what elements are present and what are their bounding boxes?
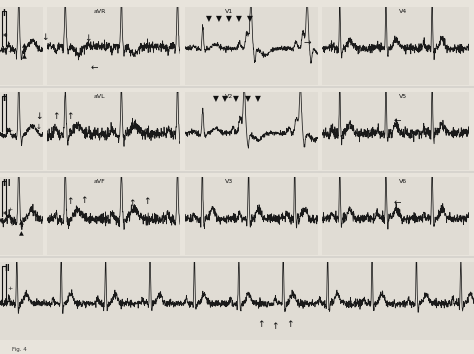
- Text: *: *: [2, 33, 7, 42]
- Text: II: II: [5, 264, 10, 273]
- Text: II: II: [2, 95, 8, 103]
- Text: ▼: ▼: [213, 94, 219, 103]
- Text: V4: V4: [399, 10, 407, 15]
- Text: ▲: ▲: [19, 221, 24, 225]
- Text: I: I: [2, 10, 5, 18]
- Text: ▼: ▼: [245, 94, 250, 103]
- Text: V5: V5: [399, 95, 407, 99]
- Text: ▼: ▼: [216, 14, 222, 23]
- Text: +: +: [7, 49, 12, 54]
- Text: V6: V6: [399, 179, 407, 184]
- Text: ▲: ▲: [19, 231, 24, 236]
- Text: ↓: ↓: [36, 125, 42, 130]
- Text: ↑: ↑: [81, 195, 88, 205]
- Text: ↓: ↓: [84, 34, 91, 44]
- Text: ↑: ↑: [143, 197, 151, 206]
- Text: ↓: ↓: [35, 112, 43, 121]
- Text: ↑: ↑: [52, 112, 60, 121]
- Text: aVL: aVL: [94, 95, 106, 99]
- Text: ▼: ▼: [255, 94, 261, 103]
- Text: ▼: ▼: [247, 14, 253, 23]
- Text: aVF: aVF: [94, 179, 106, 184]
- Text: ▼: ▼: [227, 14, 232, 23]
- Text: *: *: [2, 211, 7, 221]
- Text: ↑: ↑: [257, 320, 264, 330]
- Text: Fig. 4: Fig. 4: [12, 347, 27, 352]
- Text: ▼: ▼: [237, 14, 242, 23]
- Text: V3: V3: [225, 179, 233, 184]
- Text: ▼: ▼: [206, 14, 212, 23]
- Text: ▲: ▲: [22, 54, 27, 59]
- Text: ▼: ▼: [233, 94, 239, 103]
- Text: →: →: [303, 38, 311, 47]
- Text: III: III: [2, 179, 11, 188]
- Text: ↑: ↑: [66, 197, 74, 206]
- Text: aVR: aVR: [94, 10, 106, 15]
- Text: +: +: [7, 207, 12, 212]
- Text: ↑: ↑: [66, 112, 74, 121]
- Text: ↑: ↑: [128, 199, 136, 208]
- Text: ↑: ↑: [271, 322, 279, 331]
- Text: ←: ←: [393, 116, 401, 125]
- Text: ▲: ▲: [22, 44, 27, 48]
- Text: +: +: [7, 128, 12, 133]
- Text: ←: ←: [91, 63, 99, 72]
- Text: V1: V1: [225, 10, 233, 15]
- Text: ←: ←: [393, 197, 401, 206]
- Text: ↑: ↑: [286, 320, 294, 330]
- Text: V2: V2: [225, 95, 233, 99]
- Text: ▼: ▼: [222, 94, 228, 103]
- Text: ↓: ↓: [41, 33, 49, 42]
- Text: +: +: [7, 286, 12, 291]
